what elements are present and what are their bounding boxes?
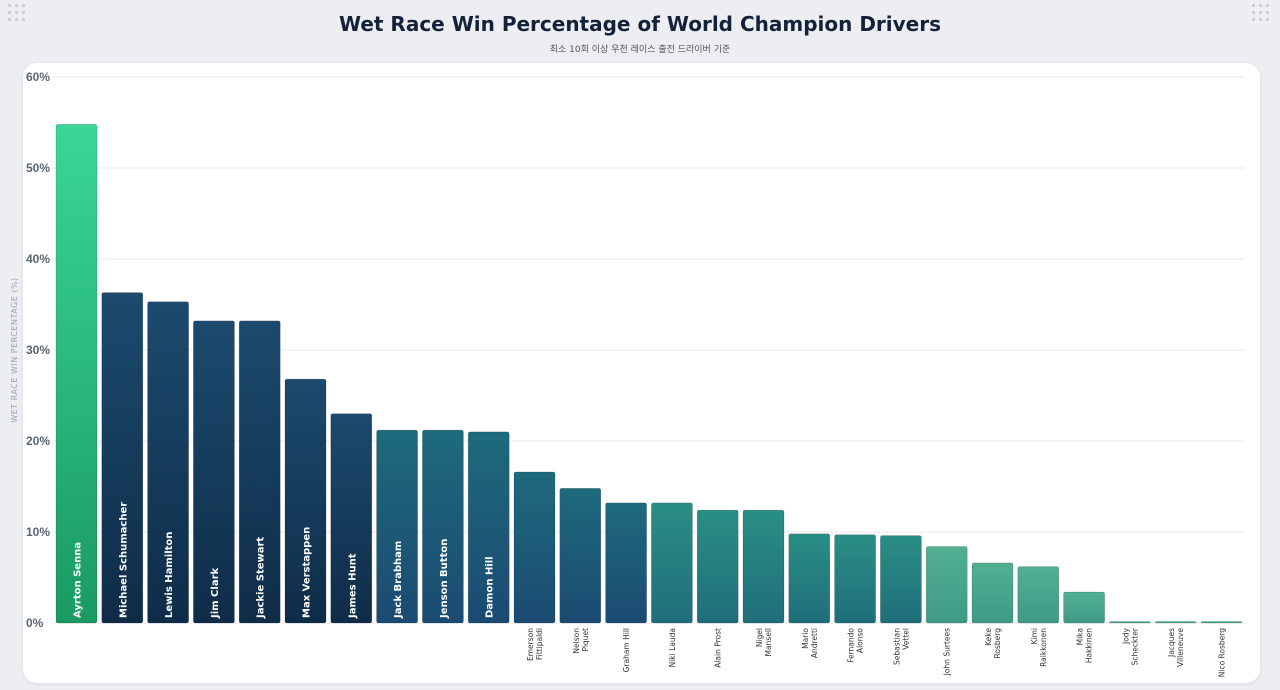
bar-label: James Hunt <box>347 553 358 619</box>
x-tick-label: Mika <box>1076 628 1085 645</box>
bar[interactable] <box>559 488 602 624</box>
x-tick-label: Fittipaldi <box>535 628 544 660</box>
y-tick-label: 40% <box>26 252 50 266</box>
bar-label: Jim Clark <box>210 568 221 619</box>
x-tick-label: Andretti <box>810 628 819 658</box>
chart-title: Wet Race Win Percentage of World Champio… <box>338 12 942 36</box>
x-tick-label: Jody <box>1121 627 1130 645</box>
y-tick-label: 20% <box>26 434 50 448</box>
y-tick-label: 60% <box>26 70 50 84</box>
x-tick-label: Alonso <box>856 628 865 653</box>
x-tick-label: Hakkinen <box>1085 628 1094 663</box>
bar-label: Michael Schumacher <box>118 502 129 618</box>
bar[interactable] <box>55 124 98 624</box>
bar-label: Jackie Stewart <box>256 537 267 619</box>
x-tick-label: Villeneuve <box>1176 628 1185 667</box>
bar[interactable] <box>971 562 1014 624</box>
y-tick-label: 30% <box>26 343 50 357</box>
bar-label: Max Verstappen <box>302 527 313 618</box>
x-tick-label: Mario <box>801 628 810 649</box>
bar[interactable] <box>834 534 876 624</box>
x-tick-label: Raikkonen <box>1039 628 1048 667</box>
x-tick-label: Fernando <box>847 628 856 663</box>
bar[interactable] <box>284 378 327 624</box>
bar[interactable] <box>513 471 556 624</box>
bar[interactable] <box>101 292 144 624</box>
bar[interactable] <box>376 429 418 624</box>
bar[interactable] <box>605 502 647 624</box>
bar[interactable] <box>238 320 281 624</box>
x-tick-label: Nelson <box>572 628 581 654</box>
x-tick-label: Vettel <box>901 628 910 650</box>
x-tick-label: Emerson <box>526 628 535 661</box>
x-tick-label: Nico Rosberg <box>1218 628 1227 677</box>
x-tick-label: Jacques <box>1167 628 1176 658</box>
x-tick-label: Scheckter <box>1130 627 1139 665</box>
bar[interactable] <box>1063 591 1105 624</box>
x-tick-label: Keke <box>984 628 993 646</box>
y-tick-label: 50% <box>26 161 50 175</box>
x-tick-label: Mansell <box>764 628 773 657</box>
bar[interactable] <box>925 546 968 624</box>
y-axis-label: WET RACE WIN PERCENTAGE (%) <box>10 277 19 422</box>
bar[interactable] <box>788 533 831 624</box>
y-tick-label: 10% <box>26 525 50 539</box>
chart-subtitle: 최소 10회 이상 우천 레이스 출전 드라이버 기준 <box>549 45 731 55</box>
x-tick-label: Nigel <box>755 628 764 647</box>
y-tick-label: 0% <box>26 616 44 630</box>
bar-label: Ayrton Senna <box>73 542 84 618</box>
bar[interactable] <box>880 535 922 624</box>
x-tick-label: Graham Hill <box>622 628 631 672</box>
bar-label: Lewis Hamilton <box>164 532 175 618</box>
decor-dots-right <box>1250 2 1270 22</box>
x-tick-label: Piquet <box>581 628 590 652</box>
bar[interactable] <box>1200 621 1243 624</box>
bar[interactable] <box>467 431 510 624</box>
x-tick-label: John Surtees <box>943 628 952 676</box>
bar[interactable] <box>1017 566 1060 624</box>
bar[interactable] <box>330 413 373 624</box>
bar[interactable] <box>1154 621 1197 624</box>
x-tick-label: Sebastian <box>892 628 901 665</box>
x-tick-label: Kimi <box>1030 628 1039 644</box>
bar[interactable] <box>193 320 235 624</box>
x-tick-label: Alain Prost <box>714 628 723 668</box>
decor-dots-left <box>6 2 26 22</box>
bar[interactable] <box>651 502 693 624</box>
bar-label: Jack Brabham <box>393 541 404 619</box>
bar[interactable] <box>742 509 785 624</box>
bar[interactable] <box>1109 621 1151 624</box>
bar-label: Damon Hill <box>485 556 496 618</box>
x-tick-label: Niki Lauda <box>668 628 677 667</box>
x-tick-label: Rosberg <box>993 628 1002 659</box>
bar[interactable] <box>422 429 464 624</box>
bar-label: Jenson Button <box>439 539 450 619</box>
bar[interactable] <box>147 301 189 624</box>
bar[interactable] <box>696 509 739 624</box>
